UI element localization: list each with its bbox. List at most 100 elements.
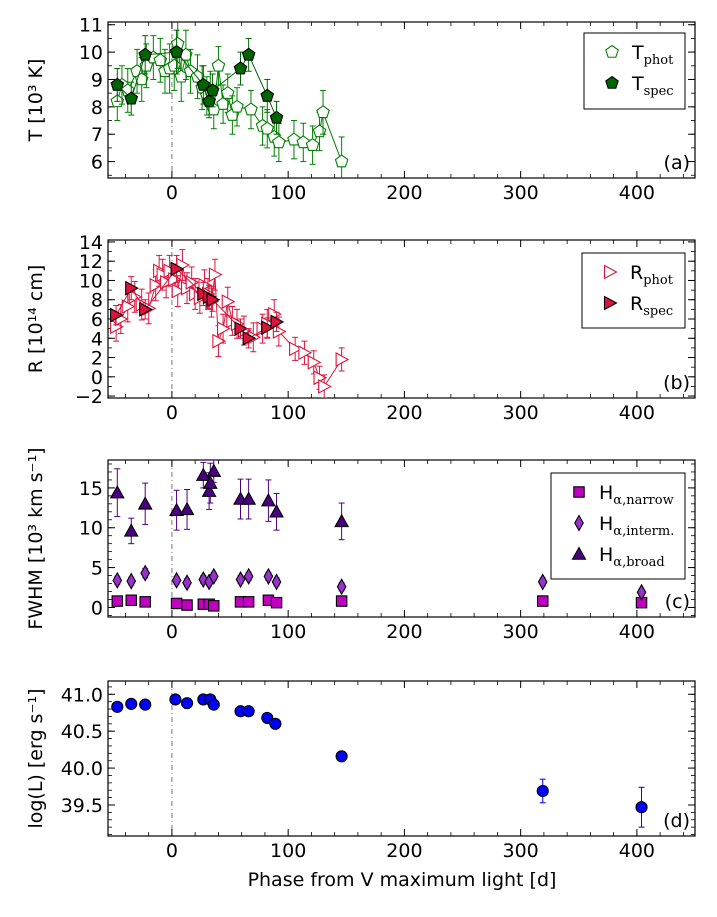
y-tick-label: 10: [79, 42, 103, 64]
x-tick-label: 0: [166, 840, 178, 862]
data-point: [242, 705, 255, 718]
legend-marker: [605, 44, 619, 58]
data-point: [335, 750, 348, 763]
data-point: [316, 105, 330, 119]
panel-a: 0 100 200 300 400 6 7 8 9 10 11 T [10³ K] (a) Tphot Ts…: [25, 15, 696, 204]
x-tick-label: 300: [503, 182, 539, 204]
data-point: [182, 574, 192, 592]
y-axis-title: R [10¹⁴ cm]: [25, 265, 47, 373]
data-point: [298, 345, 313, 361]
data-point: [243, 567, 254, 585]
data-point: [305, 137, 320, 151]
y-tick-label: 4: [91, 328, 103, 350]
x-tick-label: 400: [619, 182, 655, 204]
legend: Tphot Tspec: [583, 32, 686, 110]
legend: Hα,narrow Hα,interm. Hα,broad: [550, 472, 686, 580]
y-tick-label: 8: [91, 97, 103, 119]
y-tick-label: 6: [91, 309, 103, 331]
data-point: [109, 485, 125, 499]
x-tick-label: 0: [166, 621, 178, 643]
data-point: [171, 571, 182, 589]
data-point: [263, 567, 274, 585]
data-point: [270, 596, 283, 609]
x-tick-label: 200: [386, 621, 422, 643]
data-point: [126, 572, 137, 590]
data-point: [125, 697, 138, 710]
y-tick-label: 12: [79, 251, 103, 273]
legend-label: Tspec: [631, 73, 674, 99]
data-point: [234, 321, 249, 337]
legend-box: [581, 252, 686, 329]
y-tick-label: −2: [75, 386, 103, 408]
data-point: [244, 102, 258, 116]
plot-frame: [107, 680, 696, 837]
data-point: [635, 801, 648, 814]
x-tick-label: 300: [503, 402, 539, 424]
data-point: [111, 700, 124, 713]
data-point: [260, 493, 276, 507]
data-point: [205, 83, 220, 97]
data-point: [208, 567, 219, 585]
data-point: [110, 307, 124, 323]
legend-marker: [603, 295, 618, 311]
data-point: [137, 496, 153, 510]
data-point: [242, 596, 255, 608]
data-point: [536, 784, 549, 798]
legend-label: Hα,narrow: [599, 482, 674, 508]
y-tick-label: 40.0: [61, 758, 103, 780]
data-point: [334, 513, 350, 528]
y-tick-label: 15: [79, 478, 103, 500]
legend-marker: [574, 514, 584, 532]
data-point: [149, 277, 164, 293]
data-point: [110, 77, 125, 91]
data-point: [125, 280, 139, 296]
legend-label: Rspec: [630, 293, 673, 319]
x-tick-label: 200: [386, 840, 422, 862]
legend-marker: [573, 486, 585, 498]
y-tick-label: 6: [91, 152, 103, 174]
data-point: [111, 595, 124, 607]
data-point: [139, 698, 152, 711]
data-point: [169, 502, 185, 516]
x-axis-title: Phase from V maximum light [d]: [248, 869, 557, 891]
data-point: [233, 61, 248, 75]
data-point: [216, 96, 230, 110]
plot-area: [111, 693, 648, 828]
data-point: [217, 321, 231, 337]
y-tick-label: 9: [91, 69, 103, 91]
legend-marker: [605, 75, 619, 89]
data-point: [235, 570, 246, 589]
data-point: [207, 698, 220, 711]
data-point: [169, 693, 182, 706]
x-tick-label: 400: [619, 840, 655, 862]
plot-frame: [107, 21, 696, 179]
y-tick-label: 41.0: [61, 684, 103, 706]
y-tick-label: 39.5: [61, 795, 103, 817]
data-point: [335, 352, 350, 367]
legend-label: Hα,interm.: [599, 513, 674, 539]
y-tick-label: 7: [91, 124, 103, 146]
data-point: [206, 463, 222, 477]
panel-d: 0 100 200 300 400 39.5 40.0 40.5 41.0 log(L) [erg…: [25, 680, 696, 862]
legend-marker: [571, 546, 587, 560]
data-point: [336, 578, 347, 596]
data-point: [196, 77, 211, 91]
data-point: [270, 314, 285, 330]
data-point: [260, 88, 275, 102]
legend-label: Tphot: [631, 42, 674, 68]
plot-area: [110, 22, 349, 178]
data-point: [241, 47, 256, 61]
data-point: [211, 58, 226, 72]
panel-label: (a): [664, 152, 690, 174]
y-axis-title: T [10³ K]: [25, 59, 47, 143]
data-point: [112, 571, 123, 589]
data-point: [153, 53, 168, 67]
data-point: [334, 154, 349, 168]
plot-frame: [107, 459, 696, 618]
x-tick-label: 100: [270, 840, 306, 862]
y-tick-label: 5: [91, 558, 103, 580]
data-point: [170, 261, 185, 277]
